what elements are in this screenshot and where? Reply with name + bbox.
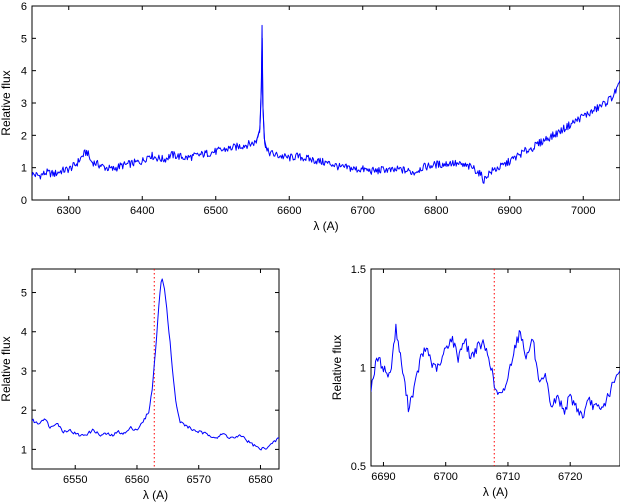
y-tick-label: 2 [21,130,27,142]
y-tick-label: 4 [21,327,27,339]
x-axis-label: λ (A) [313,219,338,233]
axes-frame [31,268,280,470]
y-tick-label: 0 [21,195,27,207]
x-tick-label: 7000 [571,205,595,217]
full-spectrum-chart: 6300 6400 6500 6600 6700 6800 6900 7000 0 1 2 3 4 5 6 λ… [0,1,620,233]
y-tick-label: 0.5 [351,461,366,473]
x-tick-label: 6800 [424,205,448,217]
axes-frame [31,5,620,201]
y-tick-label: 6 [21,1,27,13]
y-tick-label: 3 [21,366,27,378]
x-tick-label: 6560 [125,474,149,486]
x-tick-label: 6720 [558,471,582,483]
x-tick-label: 6300 [57,205,81,217]
x-axis-label: λ (A) [143,488,168,502]
x-tick-label: 6600 [277,205,301,217]
x-tick-label: 6580 [248,474,272,486]
y-tick-label: 2 [21,405,27,417]
x-tick-label: 6710 [496,471,520,483]
y-axis-label: Relative flux [0,336,13,401]
x-tick-label: 6700 [351,205,375,217]
y-axis-label: Relative flux [0,70,13,135]
x-axis-label: λ (A) [483,485,508,499]
emission-peak-line [255,24,268,152]
x-tick-label: 6550 [63,474,87,486]
y-tick-label: 1 [360,363,366,375]
y-axis-label: Relative flux [330,335,344,400]
x-tick-label: 6700 [433,471,457,483]
x-tick-label: 6570 [186,474,210,486]
y-tick-label: 4 [21,66,27,78]
x-tick-label: 6690 [371,471,395,483]
y-tick-label: 3 [21,98,27,110]
x-tick-label: 6500 [204,205,228,217]
axes-frame [370,268,620,467]
y-tick-label: 5 [21,288,27,300]
spectrum-series-line [32,37,620,184]
y-tick-label: 5 [21,33,27,45]
spectrum-series-line [371,323,620,419]
spectrum-series-line [32,278,279,451]
y-tick-label: 1.5 [351,264,366,276]
y-tick-label: 1 [21,163,27,175]
x-tick-label: 6900 [498,205,522,217]
halpha-zoom-chart: 6550 6560 6570 6580 1 2 3 4 5 λ (A) Relative flux [0,268,280,502]
y-tick-label: 1 [21,444,27,456]
x-tick-label: 6400 [130,205,154,217]
lithium-zoom-chart: 6690 6700 6710 6720 0.5 1 1.5 λ (A) Relative flu… [330,264,620,499]
